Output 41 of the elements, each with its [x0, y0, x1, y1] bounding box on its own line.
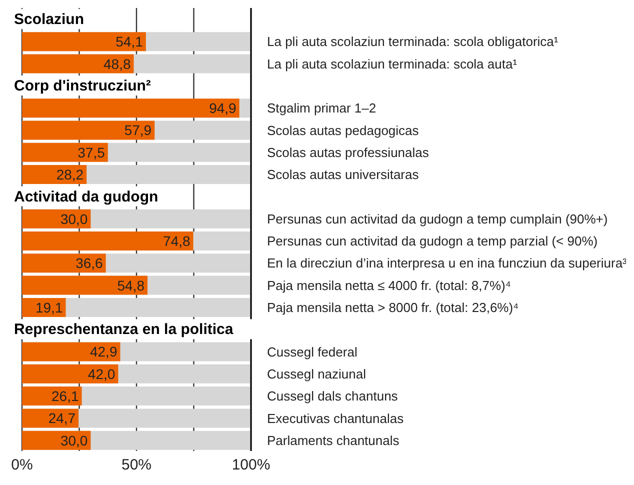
data-label: 19,1 [35, 299, 63, 316]
y-tick-label: Scolas autas pedagogicas [267, 122, 420, 138]
data-label: 42,0 [88, 366, 116, 382]
y-tick-label: Persunas cun activitad da gudogn a temp parzial (< 90%) [267, 234, 598, 249]
data-label: 26,1 [52, 388, 79, 404]
data-label: 30,0 [60, 432, 88, 448]
y-tick-label: Scolaziun [14, 11, 84, 28]
y-tick-label: Activitad da gudogn [14, 188, 158, 206]
data-label: 74,8 [163, 232, 191, 249]
y-tick-label: La pli auta scolaziun terminada: scola auta¹ [267, 56, 518, 72]
x-tick-label: 100% [232, 456, 270, 474]
y-tick-label: Cussegl federal [267, 344, 358, 360]
bar [22, 430, 91, 450]
data-label: 28,2 [56, 166, 84, 183]
data-label: 42,9 [90, 344, 118, 360]
data-label: 94,9 [209, 100, 237, 116]
y-tick-label: Executivas chantunalas [267, 410, 404, 426]
y-tick-label: Scolas autas professiunalas [267, 144, 430, 160]
y-tick-label: La pli auta scolaziun terminada: scola obligatorica¹ [267, 34, 559, 50]
y-tick-label: Cussegl dals chantuns [267, 388, 398, 404]
y-tick-label: Parlaments chantunals [267, 432, 400, 448]
data-label: 37,5 [78, 144, 106, 160]
y-tick-label: Represchentanza en la politica [14, 321, 234, 338]
bar [22, 209, 91, 228]
x-tick-label: 50% [121, 456, 152, 474]
y-tick-label: Cussegl naziunal [267, 366, 366, 382]
x-tick-label: 0% [11, 456, 33, 474]
data-label: 57,9 [124, 122, 152, 138]
data-label: 36,6 [76, 255, 104, 272]
bar [22, 408, 79, 428]
data-label: 30,0 [60, 210, 88, 227]
y-tick-label: Persunas cun activitad da gudogn a temp cumplain (90%+) [267, 211, 608, 226]
data-label: 54,1 [116, 34, 144, 50]
data-label: 24,7 [48, 410, 76, 426]
y-tick-label: Paja mensila netta ≤ 4000 fr. (total: 8,7%)⁴ [267, 278, 511, 293]
y-tick-label: Stgalim primar 1–2 [267, 100, 376, 116]
data-label: 48,8 [104, 56, 131, 72]
y-tick-label: Corp d'instrucziun² [14, 78, 151, 95]
data-label: 54,8 [117, 277, 145, 294]
y-tick-label: Scolas autas universitaras [267, 167, 420, 182]
y-tick-label: Paja mensila netta > 8000 fr. (total: 23,6%)⁴ [267, 300, 519, 316]
